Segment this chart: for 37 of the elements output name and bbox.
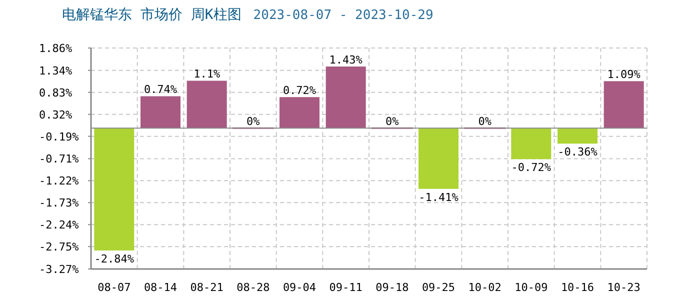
data-label: -2.84%	[94, 252, 134, 266]
y-tick-label: 0.83%	[39, 86, 72, 100]
x-tick-label: 10-16	[560, 281, 594, 294]
x-tick-label: 10-23	[607, 281, 640, 294]
x-tick-label: 08-07	[98, 281, 131, 294]
y-tick-label: 1.34%	[39, 64, 72, 78]
data-label: 1.1%	[194, 68, 220, 81]
y-tick-label: -2.75%	[39, 240, 80, 254]
data-label: 1.43%	[329, 54, 363, 67]
y-tick-label: 0.32%	[39, 108, 72, 122]
chart-subtitle: 2023-08-07 - 2023-10-29	[253, 8, 434, 23]
data-label: 0%	[478, 115, 492, 128]
data-label: 1.09%	[607, 68, 641, 82]
x-tick-label: 09-25	[422, 281, 456, 294]
y-tick-label: -0.19%	[39, 130, 80, 144]
x-tick-label: 09-04	[282, 281, 316, 294]
y-tick-label: -0.71%	[39, 152, 80, 166]
chart-title: 电解锰华东 市场价 周K柱图	[62, 7, 242, 23]
x-tick-label: 09-11	[329, 281, 362, 294]
data-label: -1.41%	[418, 190, 459, 204]
y-tick-label: 1.86%	[39, 42, 72, 55]
data-label: 0%	[246, 115, 260, 128]
data-label: 0.72%	[282, 84, 316, 98]
y-tick-label: -1.22%	[39, 174, 80, 188]
x-tick-label: 08-14	[144, 281, 178, 294]
y-tick-label: -3.27%	[39, 263, 80, 276]
x-tick-label: 08-21	[190, 281, 224, 294]
x-tick-label: 10-02	[468, 281, 502, 294]
y-tick-label: -2.24%	[39, 218, 80, 232]
data-label: 0%	[386, 115, 400, 128]
x-tick-label: 08-28	[236, 281, 270, 294]
data-label: 0.74%	[144, 83, 178, 96]
x-tick-label: 09-18	[376, 281, 409, 294]
x-tick-label: 10-09	[514, 281, 548, 294]
data-label: -0.72%	[511, 161, 552, 174]
y-tick-label: -1.73%	[39, 196, 80, 210]
data-label: -0.36%	[558, 146, 598, 159]
